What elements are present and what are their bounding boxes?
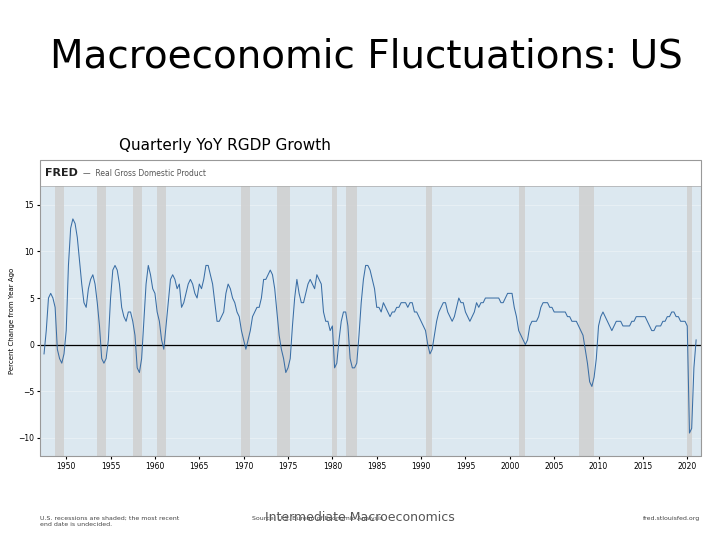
Bar	[333, 186, 337, 456]
Bar	[277, 186, 290, 456]
Text: Intermediate Macroeconomics: Intermediate Macroeconomics	[265, 511, 455, 524]
Bar	[346, 186, 357, 456]
Y-axis label: Percent Change from Year Ago: Percent Change from Year Ago	[9, 268, 15, 374]
Bar	[688, 186, 692, 456]
Text: —  Real Gross Domestic Product: — Real Gross Domestic Product	[83, 169, 206, 178]
Text: Macroeconomic Fluctuations: US: Macroeconomic Fluctuations: US	[50, 38, 683, 76]
Text: fred.stlouisfed.org: fred.stlouisfed.org	[643, 516, 701, 521]
Bar	[55, 186, 64, 456]
Bar	[426, 186, 432, 456]
Bar	[157, 186, 166, 456]
Text: Quarterly YoY RGDP Growth: Quarterly YoY RGDP Growth	[119, 138, 330, 153]
Text: Source: U.S. Bureau of Economic Analysis: Source: U.S. Bureau of Economic Analysis	[252, 516, 383, 521]
Bar	[97, 186, 106, 456]
Text: FRED: FRED	[45, 168, 78, 178]
Bar	[241, 186, 251, 456]
Bar	[132, 186, 142, 456]
Bar	[518, 186, 526, 456]
Bar	[579, 186, 594, 456]
Text: U.S. recessions are shaded; the most recent
end date is undecided.: U.S. recessions are shaded; the most rec…	[40, 516, 179, 526]
